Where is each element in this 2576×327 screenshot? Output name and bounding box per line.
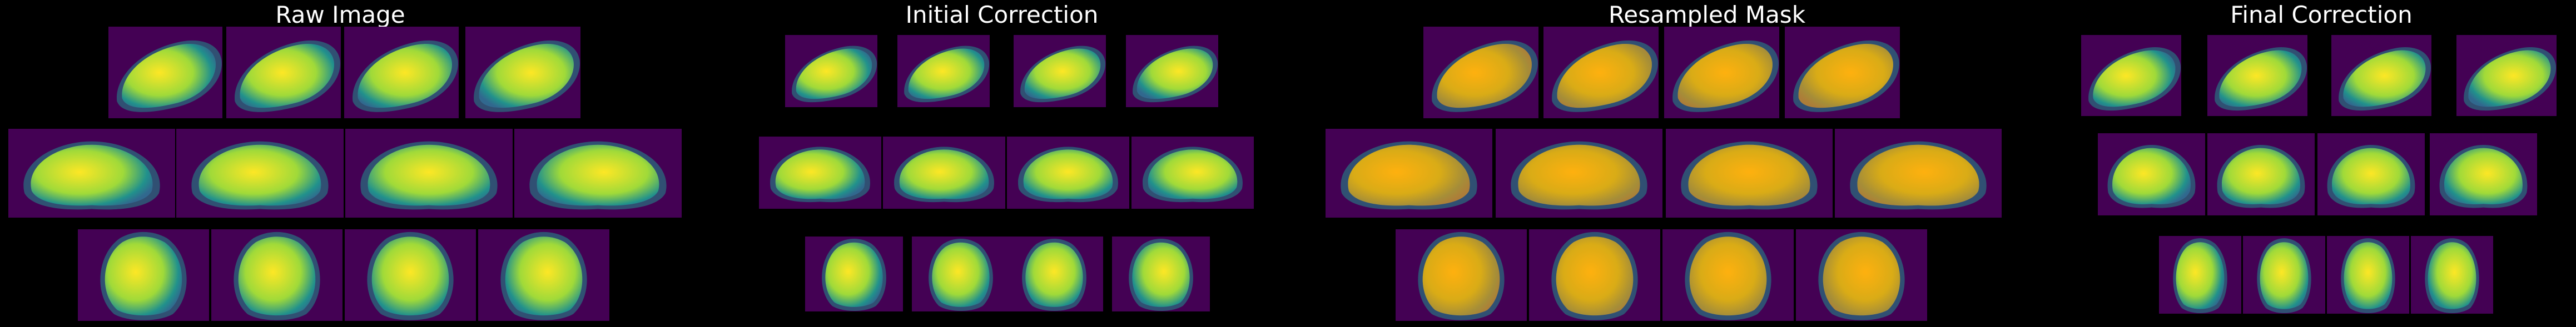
image-tile-coronal xyxy=(759,137,881,209)
image-tile-sagittal xyxy=(108,27,222,118)
panel-title-raw-image: Raw Image xyxy=(275,1,405,28)
image-tile-axial xyxy=(1662,229,1794,321)
image-tile-coronal xyxy=(2430,133,2537,215)
image-tile-axial xyxy=(78,229,209,321)
image-tile-axial xyxy=(1396,229,1527,321)
image-tile-axial xyxy=(1796,229,1927,321)
image-tile-coronal xyxy=(1326,129,1492,218)
panel-title-final-correction: Final Correction xyxy=(2230,1,2413,28)
image-tile-sagittal xyxy=(1785,27,1900,118)
image-tile-sagittal xyxy=(1664,27,1779,118)
image-tile-coronal xyxy=(1131,137,1254,209)
image-tile-sagittal xyxy=(897,35,990,107)
panel-title-initial-correction: Initial Correction xyxy=(905,1,1099,28)
image-tile-axial xyxy=(2411,236,2493,314)
image-tile-axial xyxy=(2159,236,2241,314)
image-tile-sagittal xyxy=(465,27,580,118)
panel-title-resampled-mask: Resampled Mask xyxy=(1608,1,1806,28)
image-tile-sagittal xyxy=(1014,35,1106,107)
image-tile-axial xyxy=(1005,237,1103,311)
image-tile-coronal xyxy=(1666,129,1833,218)
image-tile-axial xyxy=(478,229,609,321)
image-tile-sagittal xyxy=(785,35,877,107)
image-tile-axial xyxy=(345,229,476,321)
image-tile-axial xyxy=(1112,237,1210,311)
image-tile-coronal xyxy=(883,137,1005,209)
image-tile-coronal xyxy=(2317,133,2425,215)
image-tile-coronal xyxy=(345,129,513,218)
image-tile-sagittal xyxy=(2331,35,2431,116)
image-tile-sagittal xyxy=(1126,35,1218,107)
image-tile-sagittal xyxy=(344,27,459,118)
image-tile-sagittal xyxy=(2207,35,2307,116)
image-tile-coronal xyxy=(2207,133,2315,215)
image-tile-axial xyxy=(2243,236,2325,314)
image-tile-coronal xyxy=(176,129,344,218)
image-tile-sagittal xyxy=(2081,35,2181,116)
image-tile-axial xyxy=(1529,229,1660,321)
image-tile-coronal xyxy=(514,129,682,218)
image-tile-sagittal xyxy=(1423,27,1538,118)
image-tile-axial xyxy=(2327,236,2409,314)
image-tile-coronal xyxy=(1835,129,2002,218)
image-tile-axial xyxy=(912,237,1010,311)
image-tile-sagittal xyxy=(1543,27,1659,118)
image-tile-coronal xyxy=(8,129,175,218)
image-tile-sagittal xyxy=(2456,35,2557,116)
image-tile-coronal xyxy=(1007,137,1129,209)
image-tile-sagittal xyxy=(226,27,341,118)
image-tile-axial xyxy=(805,237,903,311)
image-tile-coronal xyxy=(1496,129,1662,218)
image-tile-axial xyxy=(211,229,343,321)
image-tile-coronal xyxy=(2098,133,2205,215)
